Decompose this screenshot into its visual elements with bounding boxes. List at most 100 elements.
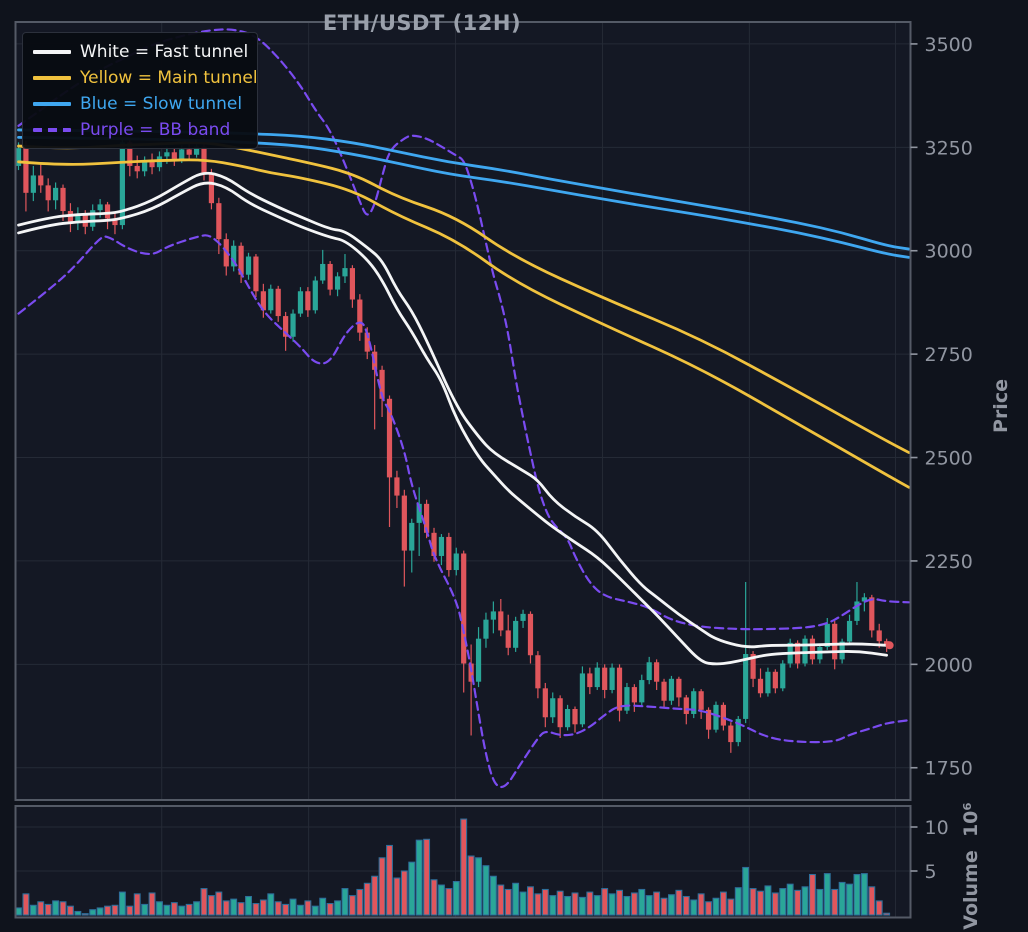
volume-bar: [541, 888, 549, 916]
legend-item-bb-band: Purple = BB band: [33, 119, 247, 140]
volume-bar: [883, 912, 891, 916]
volume-bar: [653, 891, 661, 916]
volume-bar: [408, 861, 416, 916]
candle-body: [564, 709, 571, 728]
candle-body: [179, 149, 185, 159]
legend-label: Yellow = Main tunnel: [80, 67, 258, 88]
candle-body: [342, 268, 348, 277]
candle-body: [861, 597, 867, 602]
volume-bar: [838, 881, 846, 916]
candle-body: [772, 671, 778, 689]
candle-body: [824, 623, 830, 647]
candle-body: [846, 620, 853, 642]
candle-body: [720, 704, 726, 726]
candle-body: [134, 165, 140, 172]
candle-body: [468, 663, 474, 682]
candle-body: [520, 613, 526, 621]
volume-bar: [178, 905, 186, 916]
volume-bar: [734, 887, 742, 916]
volume-bar: [274, 901, 282, 916]
candle-body: [743, 653, 749, 719]
main_tunnel_lower-line: [17, 158, 911, 489]
overlay-lines-layer: [17, 28, 911, 789]
volume-bar: [719, 891, 727, 916]
candle-body: [67, 211, 74, 223]
price-tick-label: 3500: [925, 34, 973, 56]
candle-body: [193, 146, 200, 155]
price-tick-label: 2000: [925, 654, 973, 676]
candle-body: [416, 503, 422, 523]
volume-bar: [378, 857, 386, 916]
candle-body: [713, 704, 719, 730]
volume-bar: [319, 897, 327, 916]
volume-bar: [29, 904, 37, 916]
volume-bar: [282, 903, 290, 916]
volume-bar: [185, 903, 193, 916]
volume-bar: [623, 895, 631, 916]
candle-body: [394, 477, 400, 496]
candle-body: [60, 187, 66, 212]
volume-bar: [334, 900, 342, 916]
volume-bar: [81, 913, 89, 916]
volume-tick-label: 5: [925, 861, 937, 883]
candle-body: [691, 691, 697, 714]
candle-body: [602, 667, 608, 690]
candle-body: [171, 152, 177, 159]
slow-tunnel-line-sample: [33, 101, 71, 106]
chart-title: ETH/USDT (12H): [322, 11, 522, 35]
candle-body: [334, 276, 341, 290]
candle-body: [587, 673, 593, 688]
volume-bar: [445, 888, 453, 916]
volume-bar: [660, 897, 668, 916]
candle-body: [127, 142, 133, 166]
price-tick-label: 3000: [925, 241, 973, 263]
candle-body: [104, 204, 111, 219]
volume-layer: [15, 818, 891, 916]
volume-bar: [482, 865, 490, 916]
candle-body: [320, 263, 326, 281]
candle-body: [461, 553, 467, 664]
legend-label: Blue = Slow tunnel: [80, 93, 243, 114]
legend-item-slow-tunnel: Blue = Slow tunnel: [33, 93, 247, 114]
axis-ticks: 1750 2000 2250 2500 2750 3000 3250 3500 5 10: [910, 34, 973, 883]
volume-bar: [170, 902, 178, 916]
volume-bar: [371, 875, 379, 916]
volume-bar: [564, 895, 572, 916]
candle-body: [238, 245, 244, 275]
volume-bar: [74, 910, 82, 916]
last-price-dot: [885, 641, 894, 650]
volume-bar: [846, 883, 853, 916]
volume-axis-label-text: Volume: [960, 850, 982, 930]
price-tick-label: 2750: [925, 344, 973, 366]
volume-bar: [393, 877, 401, 916]
volume-bar: [215, 891, 223, 916]
volume-bar: [386, 844, 393, 916]
candle-body: [164, 152, 170, 157]
candle-body: [431, 532, 437, 556]
volume-bar: [831, 888, 839, 916]
volume-bar: [400, 870, 408, 916]
candle-body: [312, 280, 318, 311]
volume-bar: [126, 905, 134, 916]
candle-body: [757, 678, 764, 694]
volume-bar: [311, 905, 319, 916]
candle-body: [275, 288, 281, 317]
volume-bar: [141, 903, 149, 916]
volume-bar: [222, 900, 230, 916]
candle-body: [542, 688, 548, 718]
candle-body: [112, 218, 118, 226]
candle-body: [624, 687, 630, 711]
candle-body: [90, 210, 96, 227]
candle-body: [438, 536, 445, 556]
candle-body: [498, 611, 504, 631]
fast-tunnel-line-sample: [33, 49, 71, 54]
volume-bar: [868, 886, 876, 916]
candle-body: [231, 245, 237, 267]
volume-bar: [534, 893, 542, 916]
candle-body: [38, 175, 44, 186]
price-tick-label: 3250: [925, 137, 973, 159]
candle-body: [550, 698, 556, 718]
candle-body: [364, 332, 370, 352]
candle-body: [579, 673, 586, 725]
volume-bar: [304, 900, 312, 916]
